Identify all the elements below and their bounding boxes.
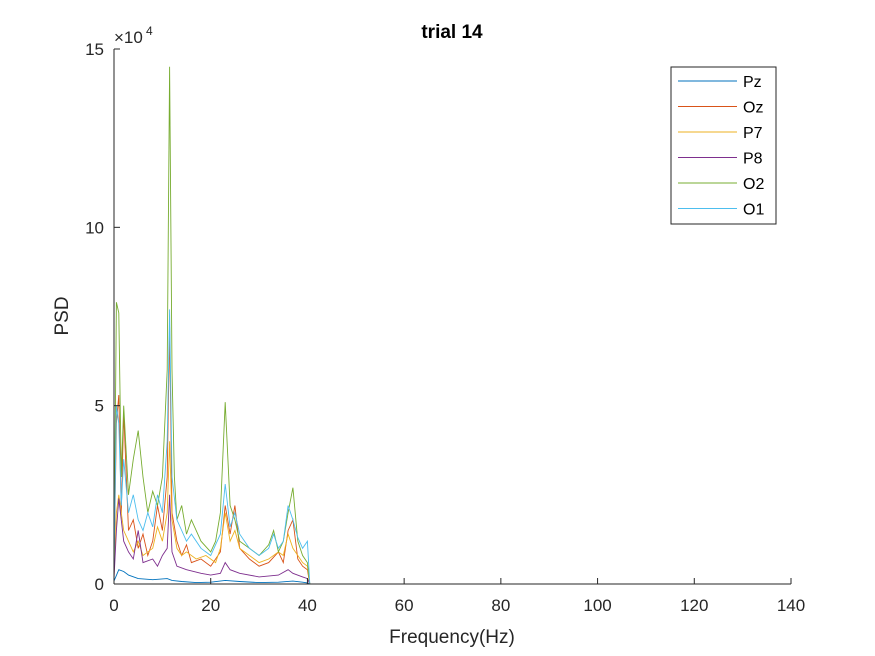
legend-label-oz: Oz [743, 100, 763, 117]
x-tick-label: 140 [777, 596, 805, 615]
chart-title: trial 14 [421, 22, 483, 43]
y-axis-label: PSD [52, 296, 73, 335]
x-tick-label: 100 [583, 596, 611, 615]
legend-box [670, 66, 777, 225]
x-tick-label: 40 [298, 596, 317, 615]
x-tick-label: 120 [680, 596, 708, 615]
x-tick-label: 80 [491, 596, 510, 615]
series-line-p8 [113, 494, 719, 585]
x-tick-label: 0 [109, 596, 118, 615]
legend-label-p7: P7 [743, 125, 763, 142]
y-exponent-base: ×10 [114, 28, 143, 47]
series-line-o2 [113, 66, 719, 585]
legend-label-o1: O1 [743, 202, 764, 219]
x-tick-label: 60 [395, 596, 414, 615]
legend-label-p8: P8 [743, 151, 763, 168]
series-layer [113, 66, 719, 585]
y-ticks: 0 5 10 15 [85, 40, 120, 594]
y-tick-label: 10 [85, 218, 104, 237]
series-line-o1 [113, 309, 719, 585]
y-tick-label: 5 [95, 397, 104, 416]
legend: Pz Oz P7 P8 O2 O1 [670, 66, 777, 225]
x-axis-label: Frequency(Hz) [389, 627, 515, 648]
x-ticks: 0 20 40 60 80 100 120 140 [109, 578, 805, 615]
x-tick-label: 20 [201, 596, 220, 615]
y-tick-label: 15 [85, 40, 104, 59]
y-exponent-power: 4 [146, 24, 153, 38]
legend-label-pz: Pz [743, 74, 762, 91]
y-exponent-label: ×10 4 [114, 24, 153, 47]
legend-label-o2: O2 [743, 176, 764, 193]
y-tick-label: 0 [95, 575, 104, 594]
